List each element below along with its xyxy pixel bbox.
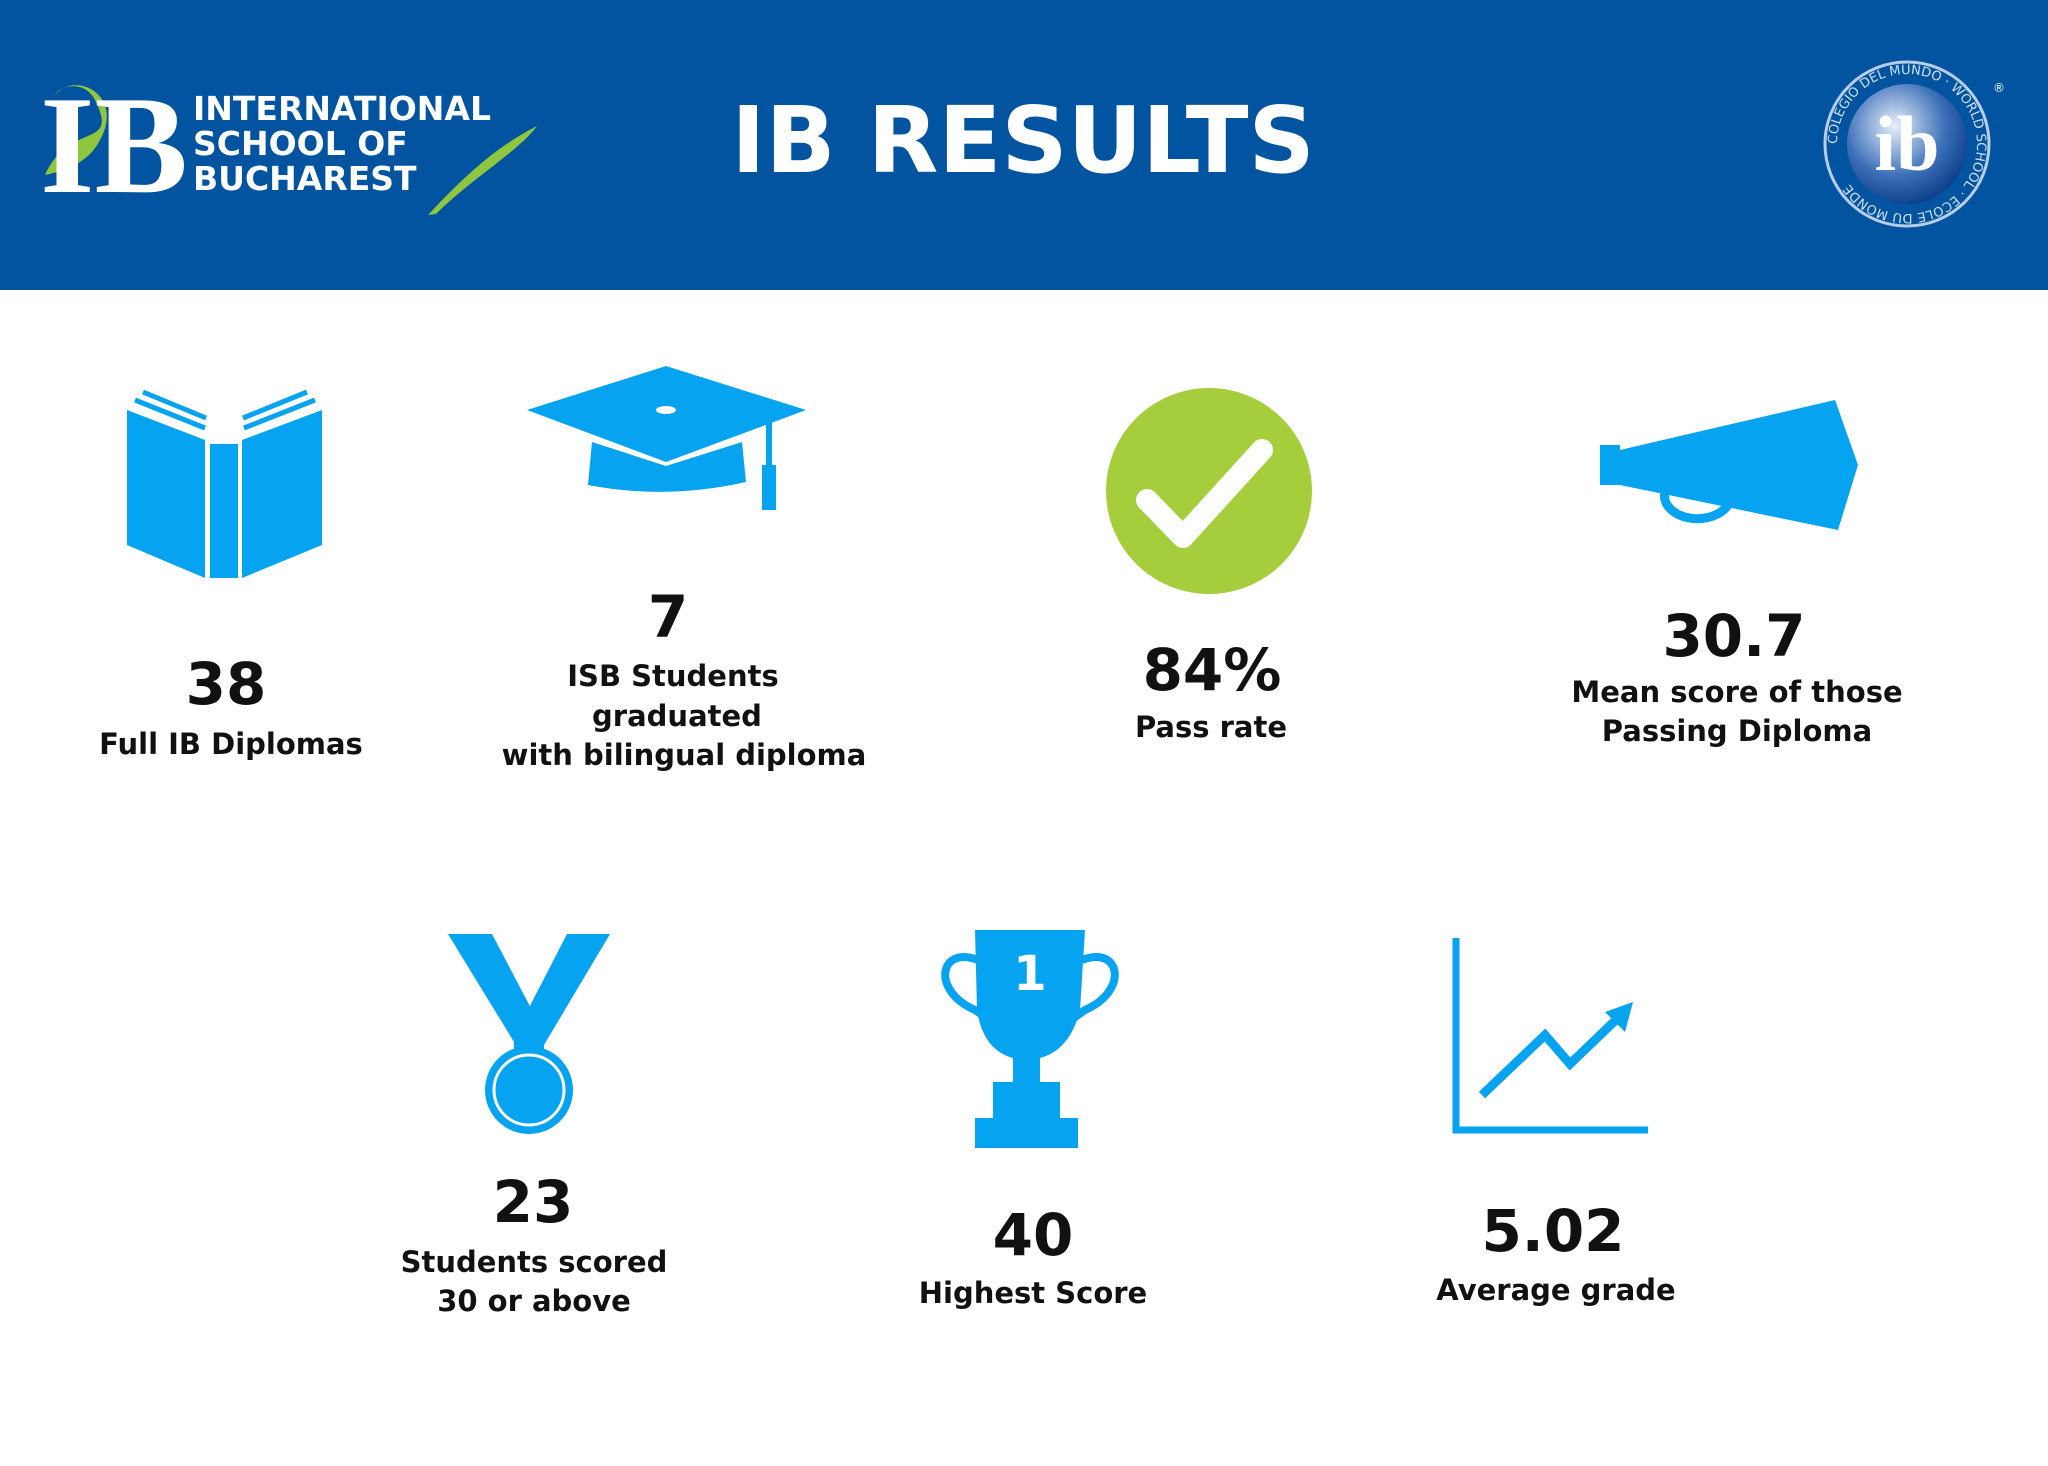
book-icon [127,389,322,578]
megaphone-icon [1600,400,1858,530]
stat-value: 30.7 [1662,602,1805,670]
stat-label: Pass rate [1135,710,1287,744]
icon-shape [975,930,1085,1148]
stat-label: Students scored [401,1245,668,1279]
icon-shape [941,953,1009,1042]
icon-shape [514,1030,544,1052]
icon-shape [1600,445,1620,485]
school-name: SCHOOL OF [193,124,408,163]
stat-value: 5.02 [1481,1197,1624,1265]
growth-chart-icon [1452,938,1648,1134]
icon-shape [515,934,610,1055]
icon-shape [1106,388,1312,594]
logo-swoosh [45,85,107,175]
stat-label: Highest Score [919,1276,1147,1310]
stat-label: 30 or above [437,1284,631,1318]
stat-label: ISB Students [567,659,778,693]
icon-shape [1605,1002,1633,1032]
stat-value: 23 [493,1168,574,1236]
stat-value: 38 [186,650,267,718]
icon-shape [1620,400,1858,530]
graduation-cap-icon [527,366,806,510]
stat-value: 84% [1143,636,1282,704]
icon-shape [1660,490,1735,524]
registered-mark: ® [1993,81,2005,95]
icon-shape [242,410,322,578]
trophy-numeral: 1 [1013,946,1046,1002]
icon-shape [210,444,238,578]
trophy-icon: 1 [941,930,1119,1148]
logo-accent [428,126,537,215]
ib-ring [1823,60,1991,228]
icon-shape [1478,1010,1626,1099]
icon-shape [1051,953,1119,1042]
stat-label: Full IB Diplomas [99,727,363,761]
icon-shape [1136,439,1273,548]
stat-label: Average grade [1436,1273,1675,1307]
icon-shape [127,410,205,578]
ib-mark: ib [1874,100,1939,187]
stat-value: 7 [648,583,688,651]
icon-shape [492,1053,566,1127]
icon-shape [656,406,676,414]
page-title: IB RESULTS [731,87,1314,194]
icon-shape [766,418,772,470]
icon-shape [485,1046,573,1134]
school-logo: IB INTERNATIONAL SCHOOL OF BUCHAREST [40,68,537,223]
ib-logo: COLEGIO DEL MUNDO · WORLD SCHOOL · ÉCOLE… [1823,60,2005,228]
checkmark-icon [1106,388,1312,594]
stat-label: graduated [592,699,762,733]
medal-icon [448,934,610,1134]
school-name: BUCHAREST [193,159,417,198]
icon-shape [527,366,806,462]
stat-value: 40 [993,1201,1074,1269]
icon-shape [134,389,316,431]
logo-mark: IB [40,68,188,223]
header-band [0,0,2048,290]
ib-globe [1847,84,1967,204]
stat-label: with bilingual diploma [502,738,867,772]
icon-shape [588,442,746,492]
stat-label: Passing Diploma [1602,714,1872,748]
stat-label: Mean score of those [1571,675,1902,709]
school-name: INTERNATIONAL [193,89,491,128]
icon-shape [1452,938,1648,1134]
icon-shape [762,465,776,510]
